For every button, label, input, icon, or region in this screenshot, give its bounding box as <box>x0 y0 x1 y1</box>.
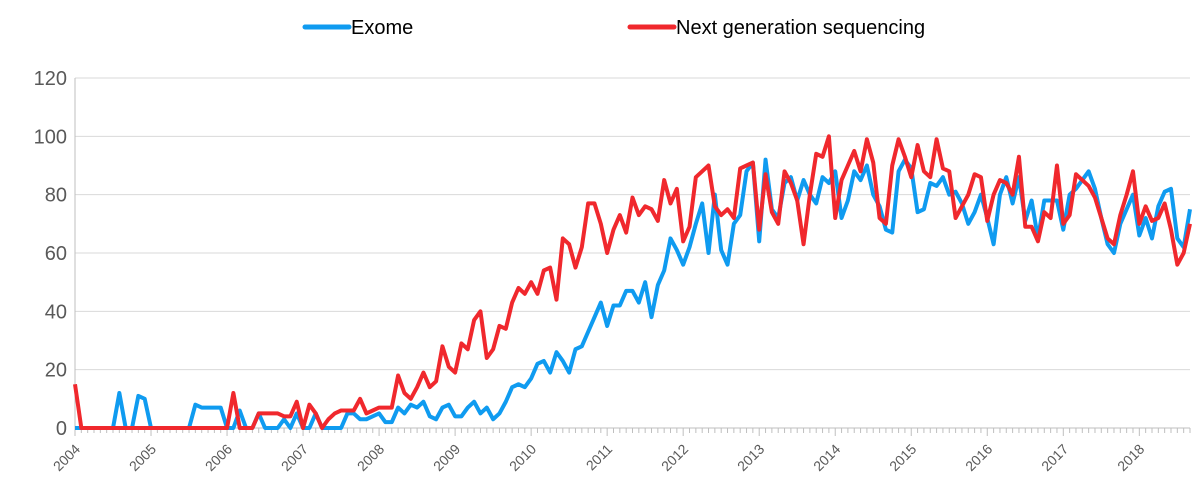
x-tick-label: 2012 <box>658 441 691 474</box>
y-tick-label: 120 <box>34 68 67 90</box>
y-tick-label: 80 <box>45 185 67 207</box>
x-tick-label: 2017 <box>1038 441 1071 474</box>
x-tick-label: 2018 <box>1114 441 1147 474</box>
x-tick-label: 2008 <box>354 441 387 474</box>
x-tick-label: 2011 <box>583 441 616 474</box>
series-line <box>73 134 1192 430</box>
x-tick-label: 2010 <box>506 441 539 474</box>
x-tick-label: 2007 <box>278 441 311 474</box>
legend-label: Next generation sequencing <box>676 17 925 39</box>
y-tick-label: 60 <box>45 243 67 265</box>
x-tick-label: 2006 <box>202 441 235 474</box>
y-tick-label: 20 <box>45 360 67 382</box>
y-tick-label: 40 <box>45 301 67 323</box>
x-tick-label: 2013 <box>734 441 767 474</box>
x-tick-label: 2005 <box>126 441 159 474</box>
x-tick-label: 2004 <box>50 441 83 474</box>
x-tick-label: 2015 <box>886 441 919 474</box>
x-tick-label: 2009 <box>430 441 463 474</box>
legend-label: Exome <box>351 17 413 39</box>
x-tick-label: 2016 <box>962 441 995 474</box>
y-tick-label: 100 <box>34 126 67 148</box>
legend: Exome Next generation sequencing <box>302 17 925 39</box>
y-tick-label: 0 <box>56 418 67 440</box>
x-tick-label: 2014 <box>810 441 843 474</box>
